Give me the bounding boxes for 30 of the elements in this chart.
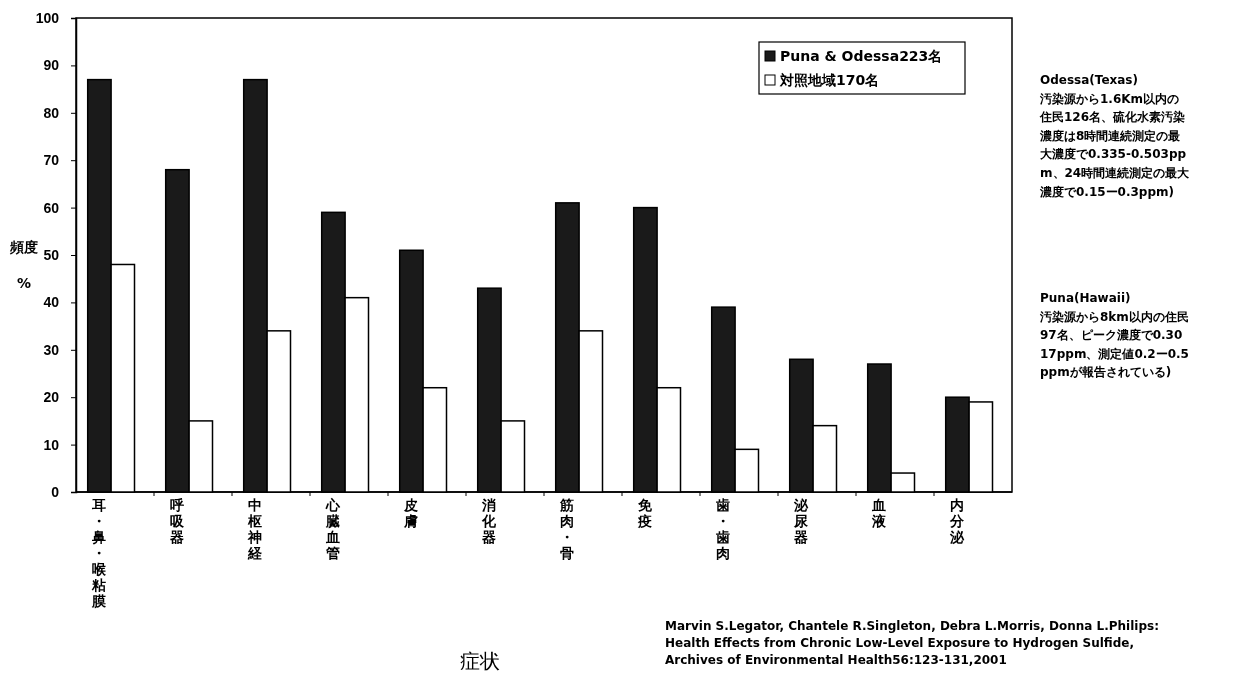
y-tick-label: 30: [43, 341, 60, 358]
x-tick-label: 消化器: [481, 497, 498, 545]
text: Puna(Hawaii) 汚染源から8km以内の住民97名、ピーク濃度で0.3017ppm、測定値0.2ー0.5ppmが報告されている): [1039, 291, 1189, 380]
x-tick-label: 中枢神経: [247, 497, 264, 561]
x-tick-label: 免疫: [637, 497, 654, 529]
x-tick-label: 呼吸器: [170, 497, 186, 545]
y-tick-label: 70: [43, 152, 60, 169]
y-tick-label: 0: [51, 483, 60, 500]
legend-label: 対照地域170名: [779, 72, 880, 88]
x-tick-label: 血液: [871, 497, 888, 529]
x-tick-label: 歯・歯肉: [715, 497, 731, 561]
text: Marvin S.Legator, Chantele R.Singleton, Debra L.Morris, Donna L.Philips: Health Effects from Chronic Low-Level Exposure to Hydrogen Sulfide, Archives of Environmental Health56:123-131,2001: [665, 619, 1159, 667]
x-tick-label: 泌尿器: [793, 497, 810, 545]
text: Odessa(Texas) 汚染源から1.6Km以内の住民126名、硫化水素汚染濃度は8時間連続測定の最大濃度で0.335-0.503ppm、24時間連続測定の最大濃度で0.15ー0.3ppm): [1039, 73, 1191, 199]
y-tick-label: 20: [43, 389, 60, 406]
x-tick-label: 耳・鼻・喉粘膜: [91, 497, 108, 609]
y-tick-label: 90: [43, 57, 60, 74]
text: 頻度 %: [10, 239, 38, 291]
x-tick-label: 内分泌: [949, 497, 966, 545]
legend-label: Puna & Odessa223名: [780, 48, 943, 64]
y-tick-label: 10: [43, 436, 60, 453]
y-tick-label: 60: [43, 199, 60, 216]
x-axis-title: 症状: [460, 649, 500, 673]
x-tick-label: 皮膚: [403, 497, 419, 529]
y-tick-label: 40: [43, 294, 60, 311]
x-tick-label: 筋肉・骨: [559, 497, 575, 561]
y-tick-label: 50: [43, 246, 60, 263]
x-tick-label: 心臓血管: [325, 497, 342, 561]
y-tick-label: 80: [43, 104, 60, 121]
y-tick-label: 100: [35, 9, 60, 26]
